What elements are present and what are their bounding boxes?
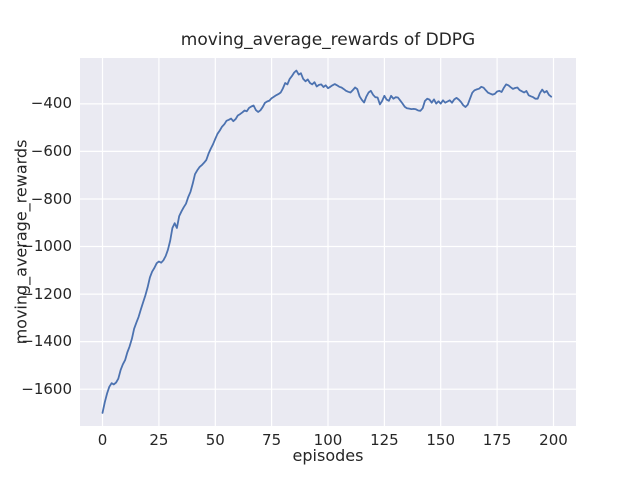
y-tick-label: −400 <box>30 94 72 113</box>
y-tick-label: −1000 <box>21 237 72 255</box>
x-tick-label: 0 <box>97 431 108 449</box>
y-tick-label: −800 <box>30 189 72 208</box>
x-axis-label: episodes <box>292 446 364 465</box>
y-tick-label: −1600 <box>21 379 72 398</box>
x-tick-label: 25 <box>149 431 169 449</box>
x-tick-label: 50 <box>205 431 225 449</box>
line-chart-canvas <box>80 58 576 426</box>
x-tick-label: 125 <box>370 431 399 449</box>
x-tick-label: 150 <box>426 431 455 449</box>
x-tick-label: 175 <box>482 431 512 449</box>
x-tick-label: 200 <box>539 431 568 449</box>
reward-series-line <box>101 69 553 414</box>
x-tick-label: 75 <box>262 431 282 449</box>
chart-title: moving_average_rewards of DDPG <box>180 30 476 50</box>
x-tick-label: 100 <box>313 431 343 449</box>
y-tick-label: −1200 <box>21 284 72 303</box>
gridlines <box>80 58 576 426</box>
y-tick-label: −600 <box>30 141 72 160</box>
y-tick-label: −1400 <box>21 332 72 351</box>
plot-area <box>80 58 576 426</box>
